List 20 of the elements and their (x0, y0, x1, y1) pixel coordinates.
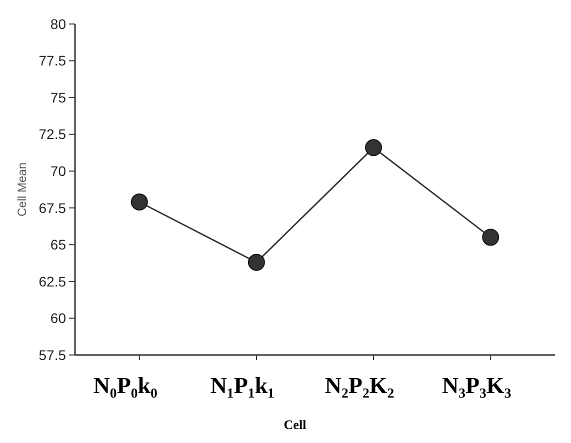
x-tick-label: N₂P₂K₂ (324, 373, 394, 398)
x-tick-label: N₃P₃K₃ (442, 373, 512, 398)
y-tick-label: 60 (50, 310, 66, 326)
y-tick-label: 75 (50, 89, 66, 106)
point (365, 139, 382, 156)
y-tick-label: 65 (50, 236, 66, 253)
point (248, 254, 265, 271)
y-tick-label: 70 (50, 163, 66, 180)
point (130, 194, 148, 211)
x-axis-title: Cell (284, 417, 307, 432)
y-tick-label: 57.5 (38, 346, 66, 363)
y-tick-label: 72.5 (38, 126, 66, 142)
point (482, 228, 500, 246)
y-tick-label: 77.5 (38, 52, 66, 69)
y-tick-label: 80 (50, 16, 66, 32)
y-tick-label: 62.5 (38, 273, 66, 290)
y-tick-label: 67.5 (38, 200, 66, 216)
x-tick-label: N₀P₀k₀ (93, 373, 158, 398)
x-tick-label: N₁P₁k₁ (210, 373, 275, 398)
y-axis-title: Cell Mean (15, 162, 29, 217)
